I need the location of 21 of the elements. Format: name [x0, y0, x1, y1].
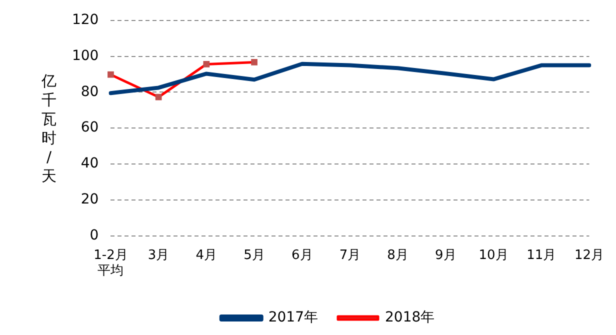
legend-label: 2018年 [385, 310, 435, 326]
x-tick-label: 6月 [291, 248, 313, 263]
x-tick-label: 4月 [196, 248, 218, 263]
y-tick-label: 80 [80, 84, 99, 100]
y-tick-label: 100 [72, 48, 99, 64]
x-tick-label: 12月 [574, 248, 604, 263]
x-tick-label: 9月 [435, 248, 456, 263]
y-axis-title: 亿千瓦时/天 [40, 72, 58, 186]
x-tick-label: 8月 [387, 248, 408, 263]
x-tick-label: 3月 [148, 248, 170, 263]
y-tick-label: 40 [80, 156, 99, 172]
y-tick-label: 60 [80, 120, 99, 136]
x-tick-label: 1-2月平均 [94, 248, 128, 279]
y-tick-label: 0 [90, 227, 99, 244]
x-tick-label: 5月 [244, 248, 265, 263]
x-tick-label: 11月 [526, 248, 556, 263]
y-tick-label: 20 [80, 192, 99, 208]
y-tick-label: 120 [72, 12, 99, 28]
x-tick-label: 7月 [339, 248, 361, 263]
x-tick-label: 10月 [478, 248, 508, 263]
legend-label: 2017年 [268, 310, 318, 326]
